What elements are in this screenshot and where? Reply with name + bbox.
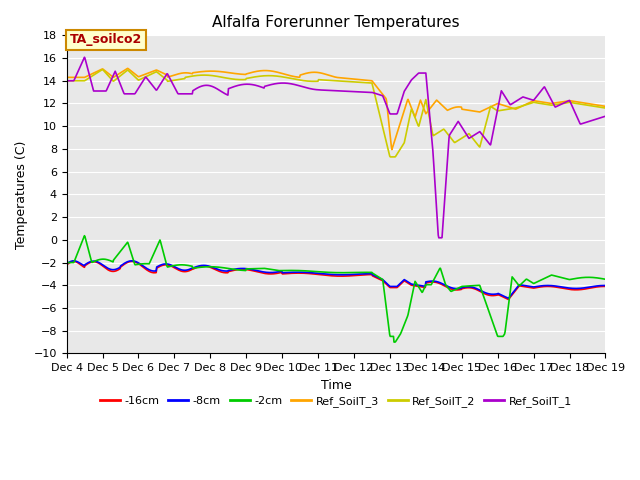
X-axis label: Time: Time bbox=[321, 379, 351, 392]
Y-axis label: Temperatures (C): Temperatures (C) bbox=[15, 140, 28, 249]
Legend: -16cm, -8cm, -2cm, Ref_SoilT_3, Ref_SoilT_2, Ref_SoilT_1: -16cm, -8cm, -2cm, Ref_SoilT_3, Ref_Soil… bbox=[95, 392, 577, 411]
Title: Alfalfa Forerunner Temperatures: Alfalfa Forerunner Temperatures bbox=[212, 15, 460, 30]
Text: TA_soilco2: TA_soilco2 bbox=[70, 33, 143, 46]
